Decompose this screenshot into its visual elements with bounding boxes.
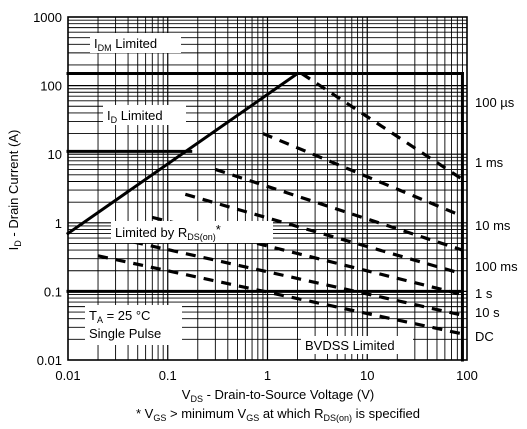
series-labels: 100 µs 1 ms 10 ms 100 ms 1 s 10 s DC <box>475 95 518 344</box>
bvdss-limited-label: BVDSS Limited <box>305 338 395 353</box>
soa-curve-line <box>214 167 463 252</box>
y-tick-labels: 1000 100 10 1 0.1 0.01 <box>33 10 62 368</box>
soa-curve-line <box>97 254 463 336</box>
x-tick-label: 1 <box>264 368 271 383</box>
idm-limited-label: IDM Limited <box>94 36 157 53</box>
plot-frame <box>67 16 468 361</box>
y-tick-label: 10 <box>48 147 62 162</box>
y-tick-label: 100 <box>40 79 62 94</box>
series-label: 1 ms <box>475 155 504 170</box>
series-label: 10 ms <box>475 218 511 233</box>
ta-label-bg <box>85 305 182 345</box>
soa-curve-line <box>115 236 463 317</box>
single-pulse-label: Single Pulse <box>89 326 161 341</box>
series-label: 1 s <box>475 286 493 301</box>
idm-label-bg <box>90 33 181 53</box>
ta-label: TA = 25 °C <box>89 308 150 325</box>
y-axis-title: ID - Drain Current (A) <box>6 130 23 251</box>
x-tick-label: 100 <box>456 368 478 383</box>
soa-curve-line <box>184 192 463 276</box>
series-label: 10 s <box>475 305 500 320</box>
x-tick-label: 0.01 <box>55 368 80 383</box>
rds-label-bg <box>111 221 273 243</box>
bvdss-label-bg <box>301 336 413 354</box>
series-label: 100 ms <box>475 259 518 274</box>
soa-curves <box>97 72 464 336</box>
x-tick-label: 0.1 <box>159 368 177 383</box>
y-tick-label: 1000 <box>33 10 62 25</box>
id-limited-label: ID Limited <box>107 108 163 125</box>
footnote: * VGS > minimum VGS at which RDS(on) is … <box>136 406 420 423</box>
y-tick-label: 0.01 <box>37 353 62 368</box>
y-tick-label: 0.1 <box>44 284 62 299</box>
x-axis-title: VDS - Drain-to-Source Voltage (V) <box>182 387 374 404</box>
y-tick-label: 1 <box>55 216 62 231</box>
id-label-bg <box>103 105 186 125</box>
x-tick-label: 10 <box>360 368 374 383</box>
series-label: 100 µs <box>475 95 515 110</box>
series-label: DC <box>475 329 494 344</box>
rds-limited-label: Limited by RDS(on)* <box>115 222 221 242</box>
x-tick-labels: 0.01 0.1 1 10 100 <box>55 368 478 383</box>
soa-curve-line <box>300 72 464 181</box>
limit-lines <box>65 71 464 362</box>
limit-line-rds-on <box>65 71 300 236</box>
